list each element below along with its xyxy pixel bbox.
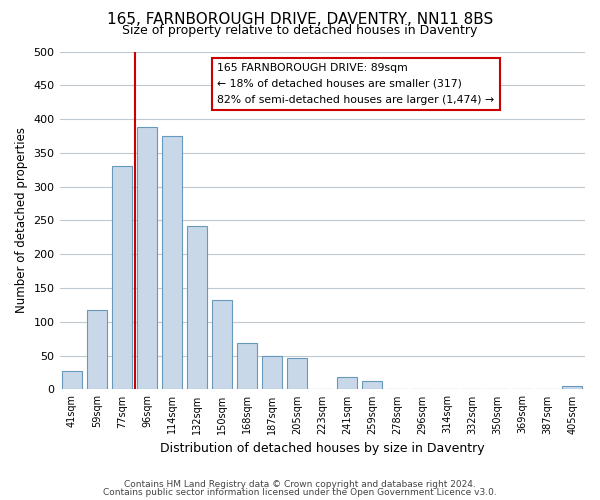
Bar — [337, 378, 358, 390]
Bar — [162, 136, 182, 390]
Y-axis label: Number of detached properties: Number of detached properties — [15, 128, 28, 314]
Text: Size of property relative to detached houses in Daventry: Size of property relative to detached ho… — [122, 24, 478, 37]
Bar — [112, 166, 132, 390]
Bar — [562, 386, 583, 390]
Bar — [62, 370, 82, 390]
Bar — [212, 300, 232, 390]
Text: Contains HM Land Registry data © Crown copyright and database right 2024.: Contains HM Land Registry data © Crown c… — [124, 480, 476, 489]
Bar — [262, 356, 282, 390]
Text: 165 FARNBOROUGH DRIVE: 89sqm
← 18% of detached houses are smaller (317)
82% of s: 165 FARNBOROUGH DRIVE: 89sqm ← 18% of de… — [217, 64, 494, 104]
Bar — [187, 226, 207, 390]
Bar — [237, 344, 257, 390]
Bar — [87, 310, 107, 390]
Bar — [362, 380, 382, 390]
Text: 165, FARNBOROUGH DRIVE, DAVENTRY, NN11 8BS: 165, FARNBOROUGH DRIVE, DAVENTRY, NN11 8… — [107, 12, 493, 26]
Bar — [137, 127, 157, 390]
Bar — [287, 358, 307, 390]
X-axis label: Distribution of detached houses by size in Daventry: Distribution of detached houses by size … — [160, 442, 485, 455]
Text: Contains public sector information licensed under the Open Government Licence v3: Contains public sector information licen… — [103, 488, 497, 497]
